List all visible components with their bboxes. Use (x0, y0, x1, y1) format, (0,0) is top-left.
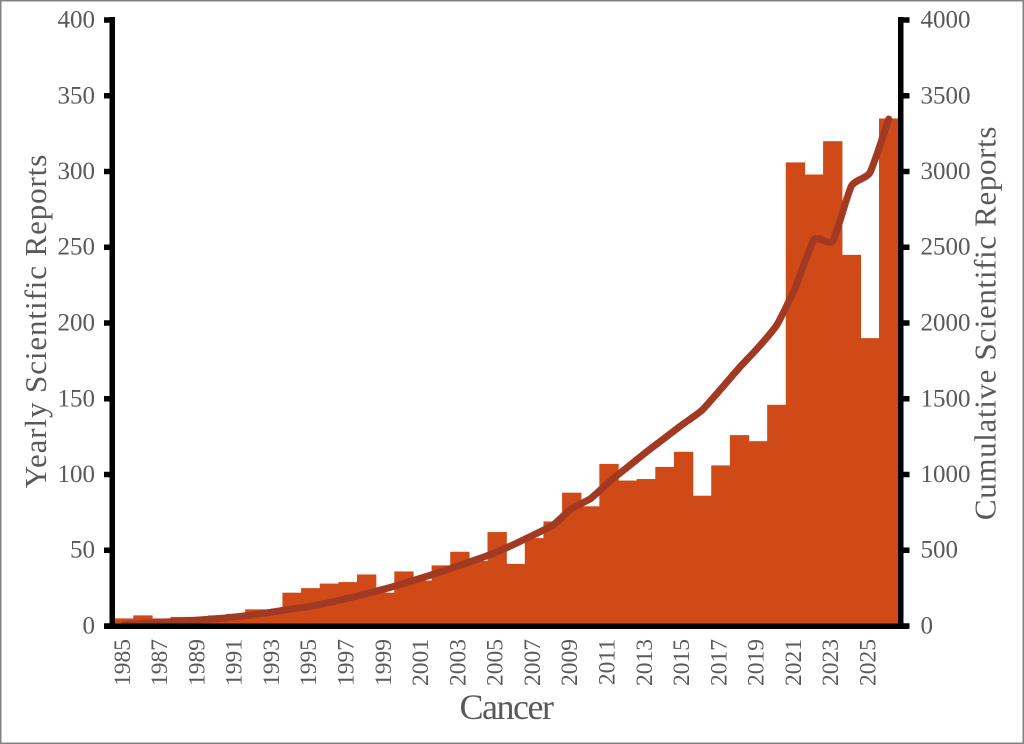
svg-text:1000: 1000 (921, 461, 971, 488)
svg-text:1995: 1995 (296, 639, 322, 686)
svg-text:1997: 1997 (334, 639, 360, 686)
svg-text:2017: 2017 (706, 639, 732, 686)
svg-text:2003: 2003 (445, 639, 471, 686)
svg-text:2021: 2021 (781, 639, 807, 686)
svg-text:300: 300 (58, 158, 96, 185)
svg-text:2007: 2007 (520, 639, 546, 686)
svg-text:200: 200 (58, 310, 96, 337)
svg-text:500: 500 (921, 537, 959, 564)
svg-text:0: 0 (921, 613, 934, 640)
svg-text:1993: 1993 (259, 639, 285, 686)
svg-text:350: 350 (58, 82, 96, 109)
svg-text:2005: 2005 (483, 639, 509, 686)
svg-text:250: 250 (58, 234, 96, 261)
svg-text:Cumulative Scientific Reports: Cumulative Scientific Reports (968, 126, 1003, 520)
svg-text:1500: 1500 (921, 385, 971, 412)
svg-text:Cancer: Cancer (460, 687, 554, 727)
svg-text:100: 100 (58, 461, 96, 488)
svg-text:4000: 4000 (921, 7, 971, 34)
svg-text:3500: 3500 (921, 82, 971, 109)
svg-text:50: 50 (70, 537, 95, 564)
svg-text:2001: 2001 (408, 639, 434, 686)
svg-text:2019: 2019 (744, 639, 770, 686)
svg-text:2023: 2023 (818, 639, 844, 686)
svg-text:2000: 2000 (921, 310, 971, 337)
svg-text:2009: 2009 (557, 639, 583, 686)
svg-text:2011: 2011 (595, 639, 621, 685)
svg-text:1987: 1987 (147, 639, 173, 686)
svg-text:0: 0 (83, 613, 96, 640)
svg-text:1999: 1999 (371, 639, 397, 686)
svg-text:2015: 2015 (669, 639, 695, 686)
svg-text:150: 150 (58, 385, 96, 412)
svg-text:1985: 1985 (110, 639, 136, 686)
svg-text:Yearly Scientific Reports: Yearly Scientific Reports (18, 154, 53, 488)
svg-text:1989: 1989 (184, 639, 210, 686)
svg-text:400: 400 (58, 7, 96, 34)
svg-text:2025: 2025 (856, 639, 882, 686)
svg-text:2013: 2013 (632, 639, 658, 686)
svg-text:3000: 3000 (921, 158, 971, 185)
svg-text:2500: 2500 (921, 234, 971, 261)
svg-text:1991: 1991 (222, 639, 248, 686)
